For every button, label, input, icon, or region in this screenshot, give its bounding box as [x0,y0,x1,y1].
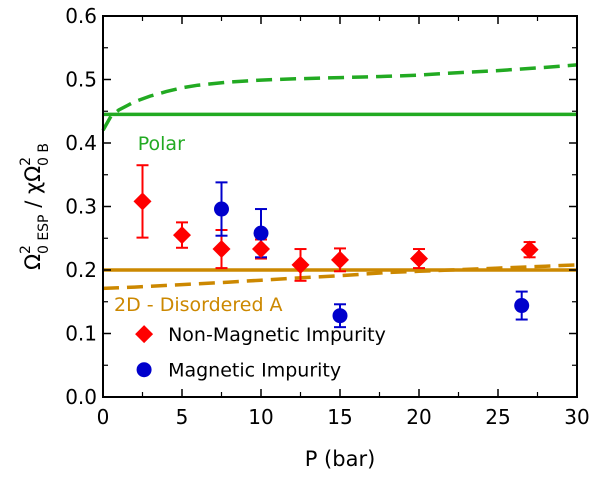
x-tick-label-1: 5 [176,405,189,429]
legend-marker-magnetic [136,362,152,378]
point-non-magnetic-5 [331,250,349,269]
point-magnetic-1 [253,225,269,241]
point-non-magnetic-4 [291,255,310,274]
y-tick-label-4: 0.4 [65,131,97,155]
annotation-polar: Polar [138,133,185,155]
point-magnetic-0 [214,201,229,217]
tick-labels: 0 5 10 15 20 25 30 0.0 0.1 0.2 0.3 0.4 0.5 0.6 [65,4,590,429]
legend-label-non-magnetic: Non-Magnetic Impurity [168,324,386,346]
point-magnetic-2 [332,308,348,324]
y-label-sub2: 0 B [36,143,52,166]
legend: Non-Magnetic Impurity Magnetic Impurity [135,324,386,382]
x-tick-label-2: 10 [248,405,273,429]
y-label-sup2: 2 [18,157,34,166]
x-axis-label: P (bar) [305,447,376,471]
legend-marker-non-magnetic [135,325,154,344]
y-label-sup1: 2 [18,245,34,254]
x-tick-label-5: 25 [485,405,510,429]
x-tick-label-6: 30 [564,405,589,429]
point-non-magnetic-7 [520,240,539,259]
y-tick-label-1: 0.1 [65,322,97,346]
reference-line-3 [102,263,578,291]
y-label-slash: / χΩ [21,166,45,215]
point-non-magnetic-2 [212,240,231,259]
axis-ticks [102,15,578,398]
data-markers [133,192,539,324]
point-non-magnetic-0 [133,192,152,211]
y-tick-label-2: 0.2 [65,258,97,282]
x-tick-label-3: 15 [327,405,352,429]
y-label-sub1: 0 ESP [36,214,52,254]
y-label-omega: Ω [21,254,45,270]
x-tick-label-4: 20 [406,405,431,429]
reference-line-1 [101,63,578,132]
point-non-magnetic-6 [410,249,428,268]
y-tick-label-3: 0.3 [65,195,97,219]
annotation-2d-disordered: 2D - Disordered A [114,294,283,316]
y-tick-label-0: 0.0 [65,385,97,409]
y-tick-label-6: 0.6 [65,4,97,28]
legend-label-magnetic: Magnetic Impurity [168,360,341,382]
x-tick-label-0: 0 [97,405,110,429]
y-tick-label-5: 0.5 [65,68,97,92]
point-magnetic-3 [514,298,530,314]
y-axis-label: Ω2 0 ESP / χΩ2 0 B [18,143,52,270]
point-non-magnetic-1 [173,226,191,245]
point-non-magnetic-3 [252,240,270,259]
